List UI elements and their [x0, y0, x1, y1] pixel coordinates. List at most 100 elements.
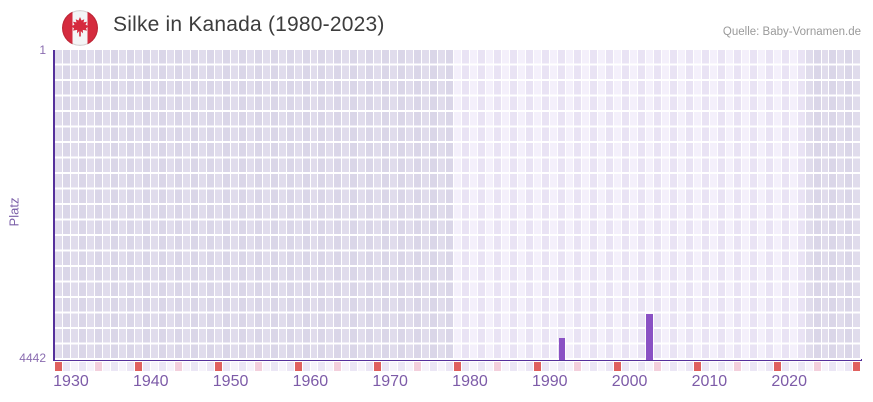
- marker-cell: [781, 362, 790, 371]
- year-column: [350, 50, 359, 360]
- year-column: [693, 50, 702, 360]
- year-column: [653, 50, 662, 360]
- year-column: [605, 50, 614, 360]
- marker-cell: [110, 362, 119, 371]
- year-column: [502, 50, 511, 360]
- year-column: [534, 50, 543, 360]
- marker-cell: [158, 362, 167, 371]
- marker-cell: [238, 362, 247, 371]
- marker-cell: [661, 362, 670, 371]
- year-column: [302, 50, 311, 360]
- marker-cell: [438, 362, 447, 371]
- year-column: [222, 50, 231, 360]
- y-axis-line: [53, 50, 55, 361]
- marker-cell: [550, 362, 559, 371]
- year-column: [342, 50, 351, 360]
- year-column: [837, 50, 846, 360]
- plot-area: [55, 50, 862, 360]
- year-column: [733, 50, 742, 360]
- year-column: [661, 50, 670, 360]
- decade-marker-cell: [214, 362, 223, 371]
- year-column: [813, 50, 822, 360]
- year-column: [781, 50, 790, 360]
- year-column: [542, 50, 551, 360]
- marker-cell: [757, 362, 766, 371]
- year-column: [597, 50, 606, 360]
- rank-bar-2002[interactable]: [646, 314, 653, 360]
- decade-marker-cell: [134, 362, 143, 371]
- x-tick-label-1980: 1980: [452, 373, 488, 390]
- year-column: [246, 50, 255, 360]
- marker-cell: [326, 362, 335, 371]
- marker-cell: [685, 362, 694, 371]
- x-tick-label-2000: 2000: [611, 373, 648, 390]
- marker-cell: [765, 362, 774, 371]
- marker-cell: [302, 362, 311, 371]
- marker-cell: [310, 362, 319, 371]
- year-column: [374, 50, 383, 360]
- year-column: [150, 50, 159, 360]
- year-column: [398, 50, 407, 360]
- marker-cell: [797, 362, 806, 371]
- rank-bar-1991[interactable]: [558, 337, 565, 360]
- year-column: [829, 50, 838, 360]
- decade-marker-cell: [294, 362, 303, 371]
- year-column: [254, 50, 263, 360]
- year-column: [358, 50, 367, 360]
- year-column: [102, 50, 111, 360]
- x-tick-label-1990: 1990: [531, 373, 568, 390]
- marker-cell: [717, 362, 726, 371]
- half-decade-marker-cell: [494, 362, 503, 371]
- marker-cell: [629, 362, 638, 371]
- year-column: [422, 50, 431, 360]
- year-column: [86, 50, 95, 360]
- decade-marker-cell: [55, 362, 63, 371]
- marker-cell: [286, 362, 295, 371]
- year-column: [134, 50, 143, 360]
- year-column: [558, 50, 566, 360]
- marker-cell: [358, 362, 367, 371]
- marker-cell: [262, 362, 271, 371]
- marker-cell: [230, 362, 239, 371]
- year-column: [382, 50, 391, 360]
- year-column: [230, 50, 239, 360]
- year-column: [717, 50, 726, 360]
- year-column: [198, 50, 207, 360]
- x-tick-label-1950: 1950: [212, 373, 249, 390]
- marker-cell: [102, 362, 111, 371]
- marker-cell: [677, 362, 686, 371]
- y-tick-bottom: 4442: [19, 351, 46, 365]
- marker-cell: [70, 362, 79, 371]
- year-column: [142, 50, 151, 360]
- y-tick-top: 1: [39, 43, 46, 57]
- year-column: [414, 50, 423, 360]
- marker-cell: [150, 362, 159, 371]
- marker-cell: [206, 362, 215, 371]
- x-axis-ticks: 1930 1940 1950 1960 1970 1980 1990 2000 2010 2020: [53, 373, 861, 395]
- marker-cell: [318, 362, 327, 371]
- marker-cell: [526, 362, 535, 371]
- year-column: [262, 50, 271, 360]
- year-column: [573, 50, 582, 360]
- year-column: [190, 50, 199, 360]
- timeline-marker-strip: [55, 362, 861, 371]
- year-column: [158, 50, 167, 360]
- year-column: [518, 50, 527, 360]
- marker-cell: [398, 362, 407, 371]
- year-column: [853, 50, 862, 360]
- year-column: [589, 50, 598, 360]
- marker-cell: [390, 362, 399, 371]
- decade-marker-cell: [454, 362, 463, 371]
- year-column: [805, 50, 814, 360]
- year-column: [637, 50, 646, 360]
- marker-cell: [837, 362, 846, 371]
- marker-cell: [566, 362, 574, 371]
- marker-cell: [78, 362, 87, 371]
- marker-cell: [382, 362, 391, 371]
- marker-cell: [805, 362, 814, 371]
- year-column: [214, 50, 223, 360]
- year-column: [78, 50, 87, 360]
- marker-cell: [126, 362, 135, 371]
- marker-cell: [558, 362, 566, 371]
- half-decade-marker-cell: [733, 362, 742, 371]
